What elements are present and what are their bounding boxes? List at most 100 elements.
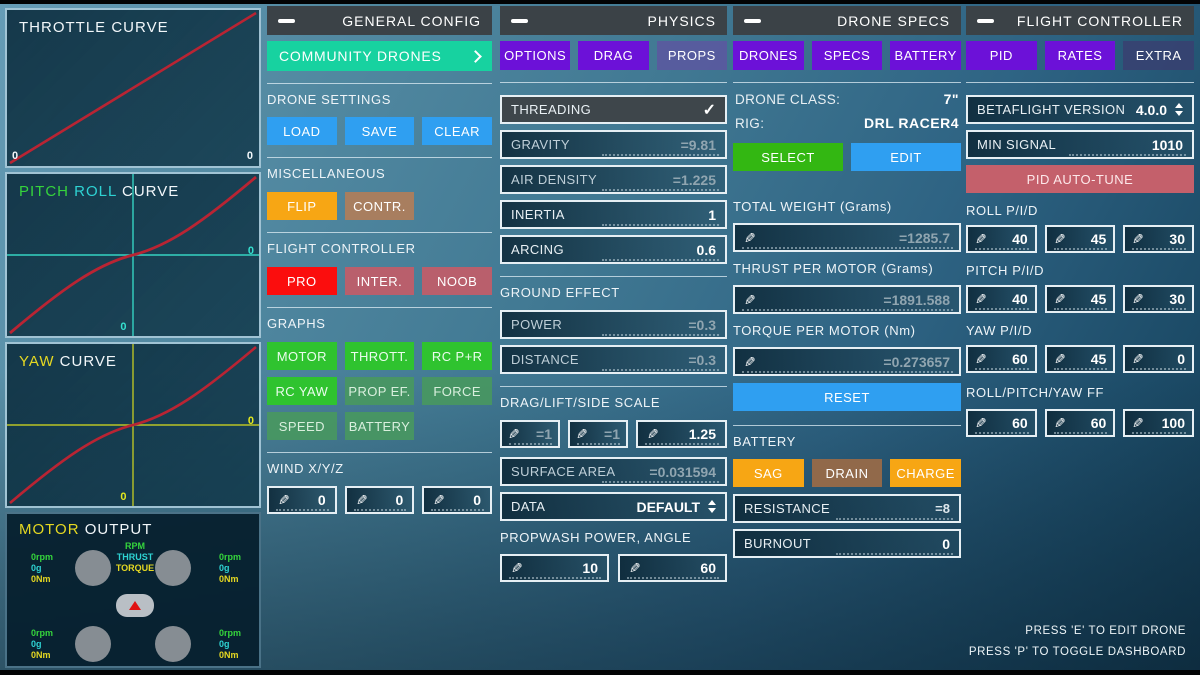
torque-per-motor-label: TORQUE PER MOTOR (Nm) — [733, 323, 916, 338]
ff-roll-value: 60 — [1012, 415, 1028, 431]
collapse-icon[interactable] — [511, 18, 528, 23]
general-config-header: GENERAL CONFIG — [267, 6, 492, 35]
tab-options[interactable]: OPTIONS — [500, 41, 571, 70]
collapse-icon[interactable] — [744, 18, 761, 23]
reset-button[interactable]: RESET — [733, 383, 961, 411]
dotted-underline — [602, 189, 719, 191]
fc-inter-button[interactable]: INTER. — [344, 267, 415, 295]
burnout-field[interactable]: BURNOUT 0 — [733, 529, 961, 558]
min-signal-field[interactable]: MIN SIGNAL 1010 — [966, 130, 1194, 159]
wind-y-value: 0 — [395, 492, 404, 508]
top-letterbox — [0, 0, 1200, 4]
threading-toggle[interactable]: THREADING ✓ — [500, 95, 727, 124]
roll-d-input[interactable]: ✎ 30 — [1123, 225, 1194, 253]
pid-autotune-button[interactable]: PID AUTO-TUNE — [966, 165, 1194, 193]
collapse-icon[interactable] — [278, 18, 295, 23]
tab-drones[interactable]: DRONES — [733, 41, 804, 70]
divider — [500, 276, 727, 277]
tab-pid[interactable]: PID — [966, 41, 1037, 70]
ff-pitch-input[interactable]: ✎ 60 — [1044, 409, 1116, 437]
hint-toggle-dashboard: PRESS 'P' TO TOGGLE DASHBOARD — [968, 646, 1186, 658]
propwash-angle-input[interactable]: ✎ 60 — [618, 554, 727, 582]
select-drone-button[interactable]: SELECT — [733, 143, 843, 171]
torque-per-motor-input[interactable]: ✎ =0.273657 — [733, 347, 961, 376]
spinner-up-icon[interactable] — [1175, 103, 1183, 108]
pitch-p-input[interactable]: ✎ 40 — [966, 285, 1037, 313]
pitch-roll-curve-panel: PITCH ROLL CURVE 0 0 — [5, 172, 261, 338]
divider — [267, 452, 492, 453]
fc-pro-button[interactable]: PRO — [267, 267, 337, 295]
lift-scale-input[interactable]: ✎ =1 — [568, 420, 628, 448]
edit-pencil-icon: ✎ — [1053, 291, 1066, 307]
ground-effect-power-field[interactable]: POWER =0.3 — [500, 310, 727, 339]
tab-drag[interactable]: DRAG — [578, 41, 649, 70]
thrust-per-motor-input[interactable]: ✎ =1891.588 — [733, 285, 961, 314]
dotted-underline — [975, 308, 1029, 310]
clear-button[interactable]: CLEAR — [422, 117, 492, 145]
drag-scale-input[interactable]: ✎ =1 — [500, 420, 560, 448]
battery-drain-button[interactable]: DRAIN — [811, 459, 883, 487]
graph-throttle-button[interactable]: THROTT. — [344, 342, 415, 370]
drone-class-row: DRONE CLASS: 7" — [733, 91, 961, 107]
graph-rc-yaw-button[interactable]: RC YAW — [267, 377, 337, 405]
ground-effect-label: GROUND EFFECT — [500, 285, 620, 300]
edit-drone-button[interactable]: EDIT — [851, 143, 961, 171]
battery-charge-button[interactable]: CHARGE — [890, 459, 961, 487]
graph-rc-pr-button[interactable]: RC P+R — [422, 342, 492, 370]
tab-rates[interactable]: RATES — [1044, 41, 1116, 70]
yaw-p-input[interactable]: ✎ 60 — [966, 345, 1037, 373]
tab-extra[interactable]: EXTRA — [1123, 41, 1195, 70]
ff-roll-input[interactable]: ✎ 60 — [966, 409, 1037, 437]
drone-specs-header: DRONE SPECS — [733, 6, 961, 35]
dotted-underline — [602, 334, 719, 336]
pitch-roll-zero-x: 0 — [247, 245, 254, 258]
wind-z-input[interactable]: ✎ 0 — [422, 486, 492, 514]
data-select[interactable]: DATA DEFAULT — [500, 492, 727, 521]
surface-area-field[interactable]: SURFACE AREA =0.031594 — [500, 457, 727, 486]
yaw-i-input[interactable]: ✎ 45 — [1044, 345, 1116, 373]
inertia-field[interactable]: INERTIA 1 — [500, 200, 727, 229]
spinner-control[interactable] — [708, 500, 716, 513]
air-density-field[interactable]: AIR DENSITY =1.225 — [500, 165, 727, 194]
spinner-up-icon[interactable] — [708, 500, 716, 505]
flip-button[interactable]: FLIP — [267, 192, 337, 220]
graph-motor-button[interactable]: MOTOR — [267, 342, 337, 370]
wind-x-input[interactable]: ✎ 0 — [267, 486, 337, 514]
contr-button[interactable]: CONTR. — [344, 192, 415, 220]
side-scale-input[interactable]: ✎ 1.25 — [636, 420, 727, 448]
arcing-field[interactable]: ARCING 0.6 — [500, 235, 727, 264]
spinner-control[interactable] — [1175, 103, 1183, 116]
graph-speed-button[interactable]: SPEED — [267, 412, 337, 440]
total-weight-input[interactable]: ✎ =1285.7 — [733, 223, 961, 252]
graph-prop-ef-button[interactable]: PROP EF. — [344, 377, 415, 405]
resistance-field[interactable]: RESISTANCE =8 — [733, 494, 961, 523]
graph-force-button[interactable]: FORCE — [422, 377, 492, 405]
yaw-d-input[interactable]: ✎ 0 — [1123, 345, 1194, 373]
load-button[interactable]: LOAD — [267, 117, 337, 145]
tab-props[interactable]: PROPS — [656, 41, 727, 70]
ff-yaw-input[interactable]: ✎ 100 — [1123, 409, 1194, 437]
fc-noob-button[interactable]: NOOB — [422, 267, 492, 295]
graph-battery-button[interactable]: BATTERY — [344, 412, 415, 440]
propwash-power-input[interactable]: ✎ 10 — [500, 554, 609, 582]
spinner-down-icon[interactable] — [708, 508, 716, 513]
collapse-icon[interactable] — [977, 18, 994, 23]
ground-effect-distance-field[interactable]: DISTANCE =0.3 — [500, 345, 727, 374]
spinner-down-icon[interactable] — [1175, 111, 1183, 116]
dotted-underline — [577, 443, 620, 445]
battery-sag-button[interactable]: SAG — [733, 459, 804, 487]
roll-i-input[interactable]: ✎ 45 — [1044, 225, 1116, 253]
edit-pencil-icon: ✎ — [278, 492, 290, 508]
community-drones-button[interactable]: COMMUNITY DRONES — [267, 41, 492, 71]
edit-pencil-icon: ✎ — [355, 492, 368, 508]
save-button[interactable]: SAVE — [344, 117, 415, 145]
roll-p-input[interactable]: ✎ 40 — [966, 225, 1037, 253]
pitch-i-input[interactable]: ✎ 45 — [1044, 285, 1116, 313]
tab-specs[interactable]: SPECS — [811, 41, 883, 70]
betaflight-version-select[interactable]: BETAFLIGHT VERSION 4.0.0 — [966, 95, 1194, 124]
wind-y-input[interactable]: ✎ 0 — [344, 486, 415, 514]
tab-battery[interactable]: BATTERY — [890, 41, 962, 70]
gravity-field[interactable]: GRAVITY =9.81 — [500, 130, 727, 159]
pitch-d-input[interactable]: ✎ 30 — [1123, 285, 1194, 313]
edit-pencil-icon: ✎ — [1053, 231, 1066, 247]
